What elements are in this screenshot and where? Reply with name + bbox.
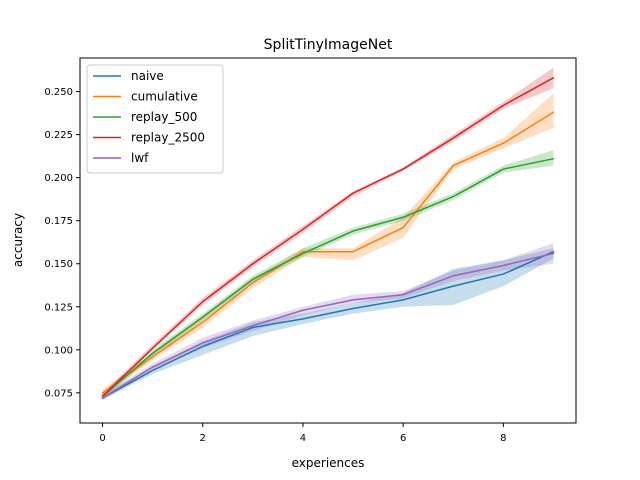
x-tick-label: 4 bbox=[300, 433, 306, 444]
legend-label-cumulative: cumulative bbox=[131, 90, 198, 104]
y-tick-label: 0.150 bbox=[44, 259, 73, 270]
y-axis-label: accuracy bbox=[11, 213, 25, 267]
plot-frame bbox=[79, 57, 577, 424]
legend-label-replay-2500: replay_2500 bbox=[131, 131, 205, 145]
line-naive bbox=[101, 250, 555, 400]
legend-label-replay-500: replay_500 bbox=[131, 110, 197, 124]
y-tick-label: 0.075 bbox=[44, 388, 73, 399]
y-tick-label: 0.125 bbox=[44, 302, 73, 313]
x-axis-label: experiences bbox=[292, 456, 365, 470]
line-lwf bbox=[101, 252, 555, 400]
line-replay-500 bbox=[101, 157, 555, 398]
x-tick-label: 0 bbox=[99, 433, 105, 444]
legend-label-naive: naive bbox=[131, 69, 164, 83]
y-tick-label: 0.175 bbox=[44, 216, 73, 227]
line-cumulative bbox=[101, 111, 555, 394]
y-tick-label: 0.250 bbox=[44, 87, 73, 98]
legend-label-lwf: lwf bbox=[131, 151, 149, 165]
band-lwf bbox=[102, 243, 554, 400]
x-tick-label: 2 bbox=[200, 433, 206, 444]
y-axis-ticks: 0.075 0.100 0.125 0.150 0.175 0.200 0.225 0.250 bbox=[44, 87, 80, 399]
confidence-bands bbox=[102, 67, 554, 400]
band-replay-2500 bbox=[102, 67, 554, 399]
band-naive bbox=[102, 248, 554, 400]
x-tick-label: 8 bbox=[500, 433, 506, 444]
y-tick-label: 0.200 bbox=[44, 173, 73, 184]
x-axis-ticks: 0 2 4 6 8 bbox=[99, 423, 507, 444]
y-tick-label: 0.225 bbox=[44, 130, 73, 141]
chart-title: SplitTinyImageNet bbox=[264, 37, 393, 53]
x-tick-label: 6 bbox=[400, 433, 406, 444]
series-lines bbox=[101, 76, 555, 400]
legend-box bbox=[86, 64, 224, 174]
y-tick-label: 0.100 bbox=[44, 345, 73, 356]
line-replay-2500 bbox=[101, 76, 555, 398]
